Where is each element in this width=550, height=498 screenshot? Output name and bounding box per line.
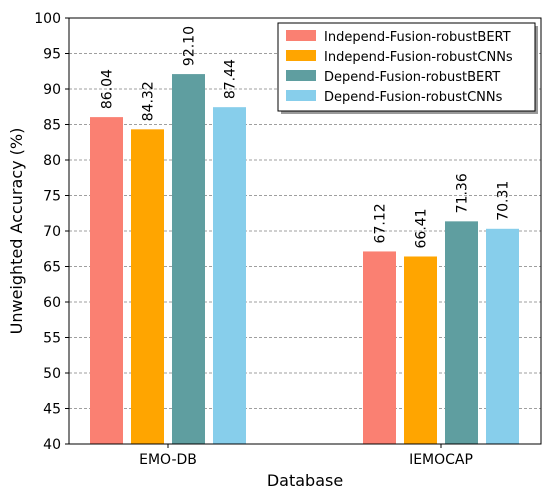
bar-value-label: 70.31 [496, 181, 512, 221]
legend-swatch [286, 90, 316, 101]
bar-value-label: 86.04 [100, 69, 116, 109]
bar [445, 221, 478, 444]
legend-entry: Depend-Fusion-robustBERT [324, 70, 500, 85]
bars [90, 74, 519, 445]
y-tick-label: 90 [43, 82, 61, 98]
data-labels: 86.04 84.32 92.10 87.44 67.12 66.41 71.36 70.31 [100, 26, 512, 248]
legend: Independ-Fusion-robustBERT Independ-Fusio… [277, 22, 538, 114]
legend-swatch [286, 50, 316, 61]
legend-swatch [286, 70, 316, 81]
bar [131, 129, 164, 444]
bar [172, 74, 205, 444]
legend-swatch [286, 30, 316, 41]
bar [90, 117, 123, 444]
y-tick-label: 100 [34, 11, 61, 27]
bar-value-label: 84.32 [141, 81, 157, 121]
legend-entry: Depend-Fusion-robustCNNs [324, 90, 503, 105]
legend-entry: Independ-Fusion-robustBERT [324, 30, 511, 45]
y-axis: 40 45 50 55 60 65 70 75 80 85 90 95 100 [34, 11, 69, 453]
y-axis-label: Unweighted Accuracy (%) [7, 128, 26, 335]
bar-value-label: 66.41 [414, 208, 430, 248]
y-tick-label: 45 [43, 402, 61, 418]
x-tick-label: IEMOCAP [409, 452, 473, 468]
legend-box [277, 22, 536, 112]
y-tick-label: 85 [43, 118, 61, 134]
bar-value-label: 67.12 [373, 203, 389, 243]
y-tick-label: 60 [43, 295, 61, 311]
x-axis-label: Database [267, 471, 343, 490]
bar [213, 107, 246, 445]
y-tick-label: 50 [43, 366, 61, 382]
y-tick-label: 70 [43, 224, 61, 240]
y-tick-label: 75 [43, 189, 61, 205]
y-tick-label: 40 [43, 437, 61, 453]
x-tick-label: EMO-DB [139, 452, 197, 468]
bar-value-label: 87.44 [223, 59, 239, 99]
y-tick-label: 80 [43, 153, 61, 169]
bar [404, 256, 437, 444]
y-tick-label: 95 [43, 47, 61, 63]
bar [486, 228, 519, 444]
x-axis: EMO-DB IEMOCAP [139, 444, 473, 468]
bar-value-label: 71.36 [455, 173, 471, 213]
bar-value-label: 92.10 [182, 26, 198, 66]
y-tick-label: 55 [43, 331, 61, 347]
bar [363, 251, 396, 444]
legend-entry: Independ-Fusion-robustCNNs [324, 50, 513, 65]
y-tick-label: 65 [43, 260, 61, 276]
